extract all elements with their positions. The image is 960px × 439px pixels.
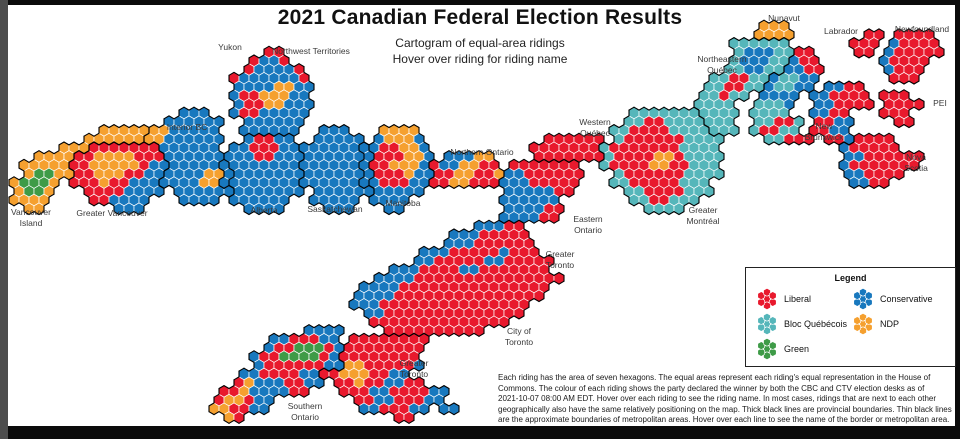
subtitle-line-1: Cartogram of equal-area ridings: [395, 36, 565, 50]
region-new-brunswick[interactable]: [808, 80, 875, 146]
legend-item-bloc-qu-b-cois: Bloc Québécois: [756, 311, 852, 336]
party-hex-icon: [853, 287, 873, 310]
region-label: Alberta: [251, 205, 278, 215]
region-label: Manitoba: [386, 198, 421, 208]
legend-items: Liberal Bloc Québécois Green Conservative ND…: [756, 286, 955, 361]
legend-item-label: NDP: [880, 318, 900, 329]
region-greater-montreal[interactable]: [598, 106, 725, 215]
legend-box: Legend Liberal Bloc Québécois Green Conserv…: [745, 267, 956, 367]
region-northeastern-quebec[interactable]: [693, 37, 795, 137]
map-description-line: Commons. The colour of each riding shows…: [498, 383, 925, 393]
region-label: Labrador: [824, 26, 858, 36]
region-label: Interior BC: [167, 122, 208, 132]
map-description: Each riding has the area of seven hexago…: [498, 373, 960, 426]
map-description-line: are the approximate boundaries of metrop…: [498, 415, 950, 425]
page-title: 2021 Canadian Federal Election Results: [277, 6, 683, 29]
region-western-quebec[interactable]: [528, 132, 605, 163]
region-prince-edward-island[interactable]: [878, 89, 925, 128]
party-hex-icon: [757, 337, 777, 360]
legend-title: Legend: [834, 273, 867, 283]
legend-item-green: Green: [756, 336, 852, 361]
region-label: Nunavut: [768, 13, 800, 23]
legend-item-label: Green: [784, 343, 810, 354]
region-nunavut[interactable]: [753, 19, 795, 41]
legend-item-liberal: Liberal: [756, 286, 852, 311]
region-borders: [8, 19, 945, 424]
region-eastern-ontario[interactable]: [498, 158, 585, 224]
region-label: Vancouver Island: [11, 207, 51, 228]
region-label: Western Québec: [579, 117, 611, 138]
region-label: Northern Ontario: [450, 147, 514, 157]
region-hamilton-niagara[interactable]: [318, 332, 460, 424]
region-vancouver-island[interactable]: [8, 124, 150, 215]
region-label: PEI: [933, 98, 947, 108]
legend-item-label: Conservative: [880, 293, 933, 304]
region-label: Greater Toronto: [400, 358, 429, 379]
window-frame-left: [0, 0, 8, 439]
region-southern-ontario[interactable]: [208, 324, 345, 424]
party-hex-icon: [853, 312, 873, 335]
region-label: Greater Montréal: [686, 205, 719, 226]
map-description-line: 2021-10-07 08:00 AM EDT. Hover over each…: [498, 394, 937, 404]
legend-item-label: Bloc Québécois: [784, 318, 848, 329]
region-quebec-city[interactable]: [748, 45, 825, 146]
region-label: City of Toronto: [505, 326, 534, 347]
region-label: Saskatchewan: [307, 204, 363, 214]
map-description-line: Each riding has the area of seven hexago…: [498, 373, 931, 382]
region-alberta[interactable]: [218, 132, 305, 215]
region-label: Northwest Territories: [272, 46, 350, 56]
map-description-line: geographically also have the same relati…: [498, 404, 952, 414]
party-hex-icon: [757, 287, 777, 310]
region-toronto-area[interactable]: [348, 219, 565, 337]
region-northern-ontario[interactable]: [428, 150, 505, 189]
region-label: Nova Scotia: [904, 152, 928, 173]
region-label: New Brunswick: [805, 121, 844, 142]
region-label: Greater Vancouver: [76, 208, 147, 218]
legend-item-conservative: Conservative: [852, 286, 952, 311]
legend-item-ndp: NDP: [852, 311, 952, 336]
region-label: Eastern Ontario: [573, 214, 603, 235]
legend-item-label: Liberal: [784, 293, 812, 304]
region-label: Southern Ontario: [288, 401, 323, 422]
party-hex-icon: [757, 312, 777, 335]
subtitle-line-2: Hover over riding for riding name: [392, 52, 568, 66]
region-label: Greater Toronto: [546, 249, 575, 270]
region-nova-scotia[interactable]: [838, 132, 925, 189]
region-label: Yukon: [218, 42, 242, 52]
region-label: Northeastern Québec: [697, 54, 746, 75]
region-label: Newfoundland: [895, 24, 950, 34]
